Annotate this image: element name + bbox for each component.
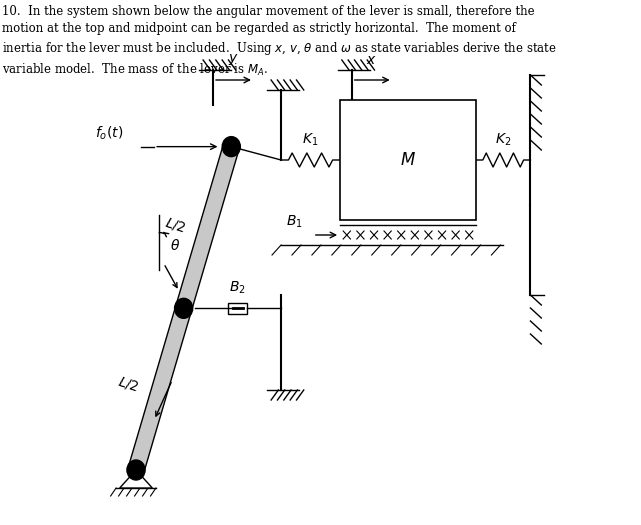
Text: $f_o(t)$: $f_o(t)$ [95, 124, 123, 142]
Circle shape [222, 136, 240, 156]
Text: $L/2$: $L/2$ [115, 374, 140, 395]
Polygon shape [120, 470, 153, 488]
Text: $B_2$: $B_2$ [229, 280, 246, 296]
Circle shape [127, 460, 145, 480]
Text: $K_2$: $K_2$ [495, 132, 512, 148]
Text: $y$: $y$ [228, 52, 238, 67]
Bar [228, 303, 247, 313]
Text: 10.  In the system shown below the angular movement of the lever is small, there: 10. In the system shown below the angula… [2, 5, 557, 78]
Text: $x$: $x$ [367, 53, 377, 67]
Bar [340, 100, 476, 220]
Text: $M$: $M$ [400, 151, 416, 169]
Circle shape [174, 298, 193, 318]
Text: $L/2$: $L/2$ [163, 215, 188, 236]
Text: $B_1$: $B_1$ [286, 214, 303, 230]
Polygon shape [128, 144, 239, 473]
Text: $K_1$: $K_1$ [303, 132, 319, 148]
Text: $\theta$: $\theta$ [170, 237, 179, 253]
